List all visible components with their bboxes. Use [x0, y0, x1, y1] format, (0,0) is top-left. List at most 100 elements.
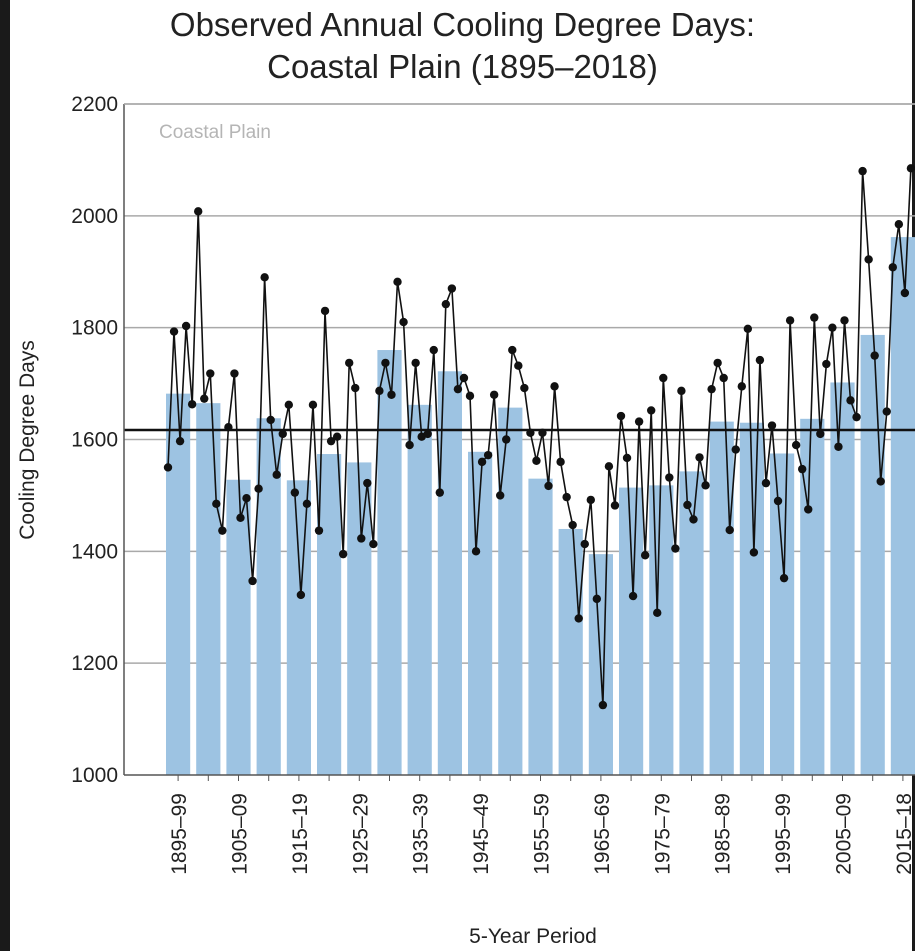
annual-data-point: [846, 396, 855, 405]
annual-data-point: [387, 390, 396, 399]
annual-data-point: [296, 590, 306, 600]
annual-data-point: [695, 453, 704, 462]
annual-data-point: [616, 411, 626, 421]
annual-data-point: [622, 453, 632, 463]
annual-data-point: [532, 456, 541, 465]
annual-data-point: [278, 429, 287, 439]
annual-series: [163, 164, 915, 710]
annual-data-point: [441, 299, 451, 309]
annual-data-point: [399, 317, 408, 327]
y-tick-label: 1600: [71, 429, 118, 452]
bar: [317, 454, 342, 775]
annual-data-point: [447, 284, 457, 293]
annual-data-point: [876, 477, 885, 486]
annual-data-point: [200, 394, 209, 403]
bar: [770, 453, 795, 775]
annual-data-point: [870, 351, 879, 360]
annual-data-point: [683, 500, 692, 510]
annual-data-point: [689, 515, 698, 524]
annual-data-point: [254, 484, 263, 493]
annual-data-point: [707, 384, 716, 394]
annual-data-point: [798, 464, 807, 474]
bar: [890, 237, 915, 775]
annual-data-point: [628, 591, 638, 601]
x-tick-label: 1995–99: [772, 793, 795, 875]
annual-data-point: [538, 428, 547, 437]
annual-data-point: [242, 494, 251, 503]
annual-series-line: [167, 168, 912, 706]
annual-data-point: [169, 327, 179, 336]
annual-data-point: [864, 255, 873, 264]
bar: [226, 479, 251, 775]
annual-data-point: [725, 525, 734, 535]
bar: [498, 407, 523, 775]
annual-data-point: [338, 549, 348, 559]
annual-data-point: [719, 373, 728, 383]
bar: [347, 462, 372, 775]
annual-data-point: [737, 382, 746, 391]
annual-data-point: [743, 324, 753, 333]
annual-data-point: [586, 495, 595, 505]
annual-data-point: [677, 386, 686, 396]
annual-data-point: [791, 440, 801, 450]
annual-data-point: [852, 412, 861, 422]
annual-data-point: [574, 614, 583, 623]
annual-data-point: [520, 383, 529, 393]
annual-data-point: [749, 548, 759, 557]
annual-data-point: [314, 526, 324, 535]
annual-data-point: [659, 373, 668, 383]
annual-data-point: [767, 421, 777, 430]
annual-data-point: [544, 481, 553, 491]
annual-data-point: [647, 406, 656, 415]
y-axis-title: Cooling Degree Days: [16, 340, 39, 540]
bar: [558, 528, 583, 775]
annual-data-point: [900, 288, 910, 298]
annual-data-point: [381, 358, 390, 368]
annual-data-point: [665, 473, 674, 482]
left-frame-border: [0, 0, 10, 951]
annual-data-point: [230, 369, 239, 378]
annual-data-point: [640, 551, 650, 560]
annual-data-point: [810, 313, 819, 322]
annual-data-point: [508, 345, 517, 355]
annual-data-point: [248, 576, 257, 586]
annual-data-point: [224, 422, 233, 432]
annual-data-point: [773, 496, 783, 506]
annual-data-point: [218, 526, 227, 535]
annual-data-point: [181, 321, 191, 331]
annual-data-point: [858, 166, 867, 176]
annual-data-point: [822, 359, 831, 369]
x-tick-label: 1915–19: [289, 793, 312, 875]
annual-data-point: [580, 539, 589, 549]
annual-data-point: [894, 220, 904, 229]
axes: [123, 103, 915, 776]
annual-data-point: [906, 164, 915, 173]
bar: [830, 382, 855, 775]
annual-data-point: [290, 488, 300, 497]
bar: [196, 403, 221, 775]
annual-data-point: [489, 390, 499, 399]
annual-data-point: [834, 442, 843, 451]
annual-data-point: [375, 386, 384, 396]
bars: [166, 237, 915, 775]
x-tick-label: 1975–79: [651, 793, 674, 875]
annual-data-point: [828, 323, 837, 332]
annual-data-point: [562, 492, 571, 502]
annual-data-point: [332, 432, 342, 441]
annual-data-point: [496, 491, 505, 500]
bar: [377, 350, 402, 775]
annual-data-point: [755, 355, 765, 365]
x-tick-label: 1945–49: [470, 793, 493, 875]
bar: [528, 478, 553, 775]
annual-data-point: [471, 547, 481, 556]
annual-data-point: [320, 306, 330, 316]
x-tick-labels: 1895–99 1905–09 1915–19 1925–29 1935–39 1945–…: [168, 775, 915, 875]
x-tick-label: 2015–18: [893, 793, 915, 875]
bar: [860, 334, 885, 775]
x-tick-label: 1985–89: [712, 793, 735, 875]
annual-data-point: [785, 316, 795, 325]
annual-data-point: [888, 263, 897, 272]
annual-data-point: [363, 478, 372, 488]
x-tick-label: 1895–99: [168, 793, 191, 875]
